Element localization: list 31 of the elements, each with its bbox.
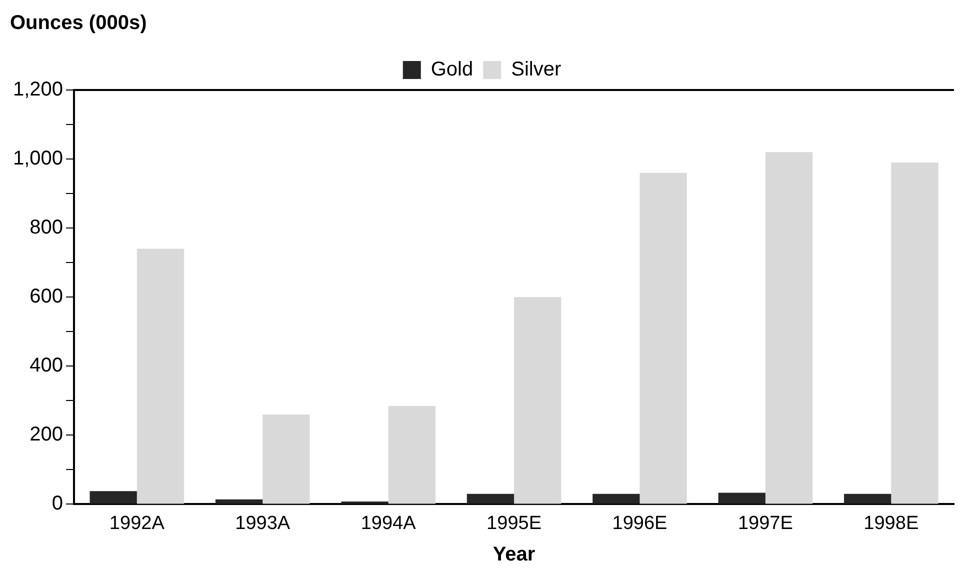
x-tick-label: 1997E xyxy=(738,512,793,534)
bar xyxy=(262,414,310,504)
bar xyxy=(215,499,263,504)
y-tick-label: 800 xyxy=(30,216,64,239)
bar xyxy=(136,248,184,504)
x-tick-label: 1998E xyxy=(864,512,919,534)
legend-label: Gold xyxy=(430,58,474,81)
x-axis-title: Year xyxy=(492,544,536,566)
bar xyxy=(640,172,687,504)
bar xyxy=(388,406,436,504)
bar xyxy=(718,492,766,504)
y-axis-title: Ounces (000s) xyxy=(10,12,147,35)
x-tick-label: 1992A xyxy=(109,512,165,534)
bar xyxy=(765,152,813,504)
y-tick-label: 1,200 xyxy=(12,78,64,101)
y-tick-label: 1,000 xyxy=(12,148,64,170)
legend-label: Silver xyxy=(511,58,562,81)
y-tick-label: 400 xyxy=(30,354,64,377)
bar xyxy=(891,162,938,504)
x-tick-label: 1996E xyxy=(612,512,668,534)
bar xyxy=(514,297,562,504)
bar xyxy=(592,494,640,504)
y-tick-label: 600 xyxy=(30,286,64,308)
x-tick-label: 1993A xyxy=(235,512,290,534)
y-tick-label: 0 xyxy=(52,492,64,515)
bar xyxy=(90,491,137,504)
bar xyxy=(844,494,892,504)
y-tick-label: 200 xyxy=(30,424,64,446)
bar xyxy=(466,494,514,504)
x-tick-label: 1995E xyxy=(486,512,542,534)
x-tick-label: 1994A xyxy=(360,512,416,534)
